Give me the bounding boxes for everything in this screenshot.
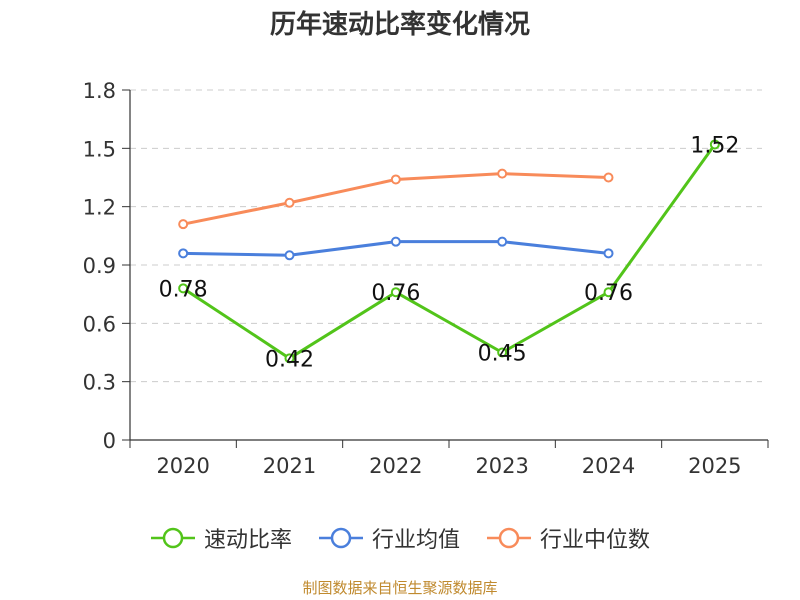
- axes: 0 0.3 0.6 0.9 1.2 1.5 1.8 2020 2021 2022 2023 2024 2…: [83, 79, 769, 478]
- y-tick-label: 0.6: [83, 312, 116, 336]
- data-point: [709, 139, 720, 150]
- x-tick-label: 2023: [475, 454, 528, 478]
- data-point: [178, 219, 189, 230]
- series-lines: [178, 139, 720, 364]
- legend-label: 行业均值: [371, 528, 460, 553]
- data-point: [390, 287, 401, 298]
- data-point: [497, 347, 508, 358]
- data-point: [178, 283, 189, 294]
- data-point: [603, 287, 614, 298]
- y-tick-label: 0.9: [83, 254, 116, 278]
- x-tick-label: 2022: [369, 454, 422, 478]
- data-point: [390, 236, 401, 247]
- data-label: 1.52: [690, 133, 739, 158]
- y-tick-label: 1.5: [83, 137, 116, 161]
- data-label: 0.78: [159, 277, 208, 302]
- legend-line-circle-icon: [150, 527, 195, 549]
- legend-item[interactable]: 行业中位数: [486, 522, 650, 554]
- data-label: 0.76: [371, 281, 420, 306]
- x-tick-label: 2024: [582, 454, 635, 478]
- data-point: [497, 168, 508, 179]
- data-point: [603, 172, 614, 183]
- data-labels: 0.78 0.42 0.76 0.45 0.76 1.52: [159, 133, 740, 372]
- grid-lines: [130, 89, 762, 383]
- data-label: 0.76: [584, 281, 633, 306]
- chart-title: 历年速动比率变化情况: [269, 10, 530, 40]
- data-point: [603, 248, 614, 259]
- data-point: [178, 248, 189, 259]
- source-footer: 制图数据来自恒生聚源数据库: [302, 579, 498, 597]
- data-point: [284, 353, 295, 364]
- x-tick-label: 2025: [688, 454, 741, 478]
- y-tick-label: 1.2: [83, 196, 116, 220]
- legend-label: 行业中位数: [540, 528, 651, 553]
- x-tick-label: 2021: [263, 454, 316, 478]
- y-tick-label: 0: [103, 429, 116, 453]
- legend-line-circle-icon: [318, 527, 363, 549]
- y-tick-label: 1.8: [83, 79, 116, 103]
- data-point: [284, 197, 295, 208]
- data-point: [497, 236, 508, 247]
- y-tick-label: 0.3: [83, 371, 116, 395]
- data-point: [390, 174, 401, 185]
- legend-label: 速动比率: [203, 528, 292, 553]
- x-tick-label: 2020: [156, 454, 209, 478]
- legend-item[interactable]: 速动比率: [150, 522, 292, 554]
- series-line-0: [182, 143, 717, 360]
- data-label: 0.45: [478, 342, 527, 367]
- legend-item[interactable]: 行业均值: [318, 522, 460, 554]
- legend: 速动比率 行业均值 行业中位数: [0, 518, 800, 558]
- data-point: [284, 250, 295, 261]
- legend-line-circle-icon: [487, 527, 531, 549]
- data-label: 0.42: [265, 347, 314, 372]
